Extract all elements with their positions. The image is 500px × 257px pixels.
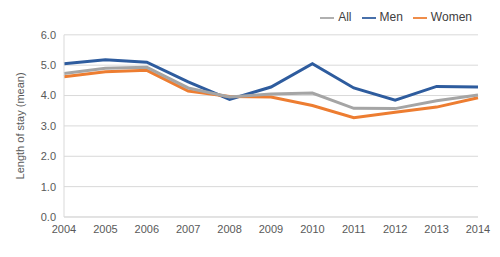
html-text:All: All: [338, 10, 352, 24]
svg-text:2010: 2010: [300, 223, 324, 235]
svg-text:0.0: 0.0: [41, 211, 56, 223]
svg-text:4.0: 4.0: [41, 89, 56, 101]
svg-text:3.0: 3.0: [41, 120, 56, 132]
svg-text:2004: 2004: [52, 223, 76, 235]
svg-text:2013: 2013: [424, 223, 448, 235]
svg-text:1.0: 1.0: [41, 181, 56, 193]
svg-text:2012: 2012: [383, 223, 407, 235]
svg-text:2.0: 2.0: [41, 150, 56, 162]
svg-text:Length of stay (mean): Length of stay (mean): [14, 72, 26, 179]
html-text:Men: Men: [379, 10, 403, 24]
svg-text:2007: 2007: [176, 223, 200, 235]
svg-text:2011: 2011: [342, 223, 366, 235]
svg-text:2008: 2008: [217, 223, 241, 235]
svg-text:2006: 2006: [135, 223, 159, 235]
svg-text:2014: 2014: [466, 223, 490, 235]
svg-text:2009: 2009: [259, 223, 283, 235]
svg-text:2005: 2005: [93, 223, 117, 235]
html-text:Women: Women: [430, 10, 472, 24]
svg-text:6.0: 6.0: [41, 29, 56, 41]
svg-text:5.0: 5.0: [41, 59, 56, 71]
